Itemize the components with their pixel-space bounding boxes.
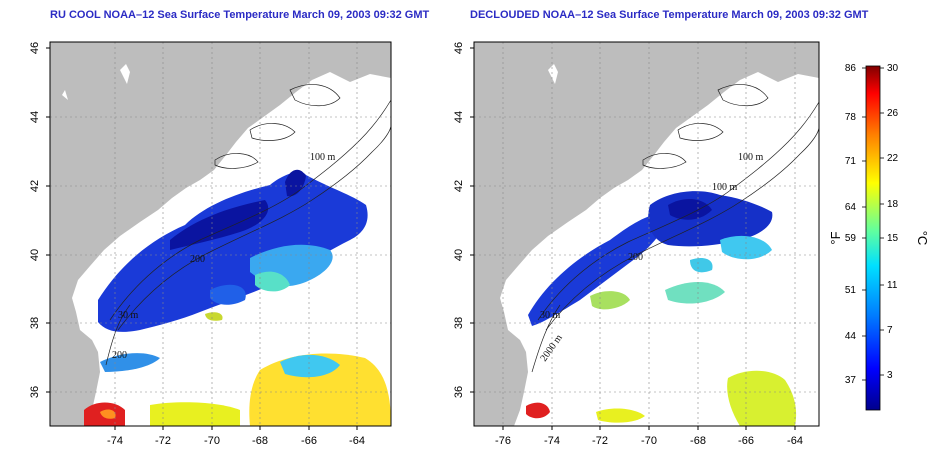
lon-tick-label: -64 [787, 435, 803, 447]
lat-tick-label: 36 [29, 386, 41, 398]
colorbar-c-tick: 26 [887, 108, 899, 119]
map-panel-2: 100 m 100 m 200 30 m 2000 m -76 -74 -72 -70… [453, 41, 820, 447]
colorbar-gradient [865, 65, 881, 411]
colorbar-f-tick: 71 [845, 156, 857, 167]
colorbar-c-tick: 3 [887, 370, 893, 381]
lon-tick-label: -66 [301, 435, 317, 447]
lat-axis-2: 46 44 42 40 38 36 [453, 42, 474, 398]
lat-tick-label: 40 [453, 249, 465, 261]
isobath-label: 100 m [712, 182, 738, 193]
colorbar: 86 78 71 64 59 51 44 37 30 26 22 18 15 11 7 3 °F °C [828, 63, 930, 411]
lat-tick-label: 40 [29, 249, 41, 261]
lon-axis-1: -74 -72 -70 -68 -66 -64 [107, 426, 365, 447]
colorbar-f-tick: 51 [845, 285, 857, 296]
colorbar-f-ticks: 86 78 71 64 59 51 44 37 [845, 63, 866, 386]
map-panel-1: 100 m 200 200 30 m -74 -72 -70 -68 -66 -64 46… [29, 41, 392, 447]
lat-tick-label: 44 [29, 111, 41, 123]
lon-axis-2: -76 -74 -72 -70 -68 -66 -64 [495, 426, 803, 447]
isobath-label: 200 [190, 254, 205, 265]
colorbar-c-tick: 30 [887, 63, 899, 74]
lon-tick-label: -66 [738, 435, 754, 447]
land-mass [50, 42, 391, 426]
panel-2-title: DECLOUDED NOAA–12 Sea Surface Temperatur… [470, 9, 869, 21]
colorbar-c-tick: 22 [887, 153, 899, 164]
celsius-label: °C [915, 231, 930, 246]
lon-tick-label: -70 [641, 435, 657, 447]
lat-tick-label: 38 [29, 317, 41, 329]
lat-tick-label: 42 [453, 180, 465, 192]
lon-tick-label: -76 [495, 435, 511, 447]
lon-tick-label: -64 [349, 435, 365, 447]
lat-tick-label: 44 [453, 111, 465, 123]
isobath-label: 30 m [118, 310, 139, 321]
lat-axis-1: 46 44 42 40 38 36 [29, 42, 50, 398]
isobath-label: 200 [628, 252, 643, 263]
colorbar-f-tick: 78 [845, 112, 857, 123]
colorbar-f-tick: 64 [845, 202, 857, 213]
isobath-label: 100 m [738, 152, 764, 163]
fahrenheit-label: °F [828, 231, 843, 244]
sst-cold-swath [98, 172, 368, 332]
colorbar-c-tick: 11 [887, 280, 898, 291]
colorbar-c-tick: 7 [887, 325, 893, 336]
lon-tick-label: -74 [544, 435, 560, 447]
colorbar-f-tick: 44 [845, 331, 857, 342]
lat-tick-label: 46 [29, 42, 41, 54]
colorbar-c-ticks: 30 26 22 18 15 11 7 3 [880, 63, 899, 381]
colorbar-f-tick: 59 [845, 233, 857, 244]
lat-tick-label: 38 [453, 317, 465, 329]
lat-tick-label: 46 [453, 42, 465, 54]
colorbar-c-tick: 18 [887, 199, 899, 210]
lat-tick-label: 42 [29, 180, 41, 192]
lon-tick-label: -70 [204, 435, 220, 447]
colorbar-f-tick: 37 [845, 375, 857, 386]
panel-1-title: RU COOL NOAA–12 Sea Surface Temperature … [50, 9, 430, 21]
isobath-label: 30 m [540, 310, 561, 321]
isobath-label: 100 m [310, 152, 336, 163]
lon-tick-label: -68 [690, 435, 706, 447]
land-mass [474, 42, 819, 426]
lat-tick-label: 36 [453, 386, 465, 398]
colorbar-f-tick: 86 [845, 63, 857, 74]
sst-cold-swath [528, 214, 665, 326]
colorbar-c-tick: 15 [887, 233, 899, 244]
isobath-label: 200 [112, 350, 127, 361]
lon-tick-label: -74 [107, 435, 123, 447]
lon-tick-label: -72 [155, 435, 171, 447]
lon-tick-label: -68 [252, 435, 268, 447]
lon-tick-label: -72 [592, 435, 608, 447]
